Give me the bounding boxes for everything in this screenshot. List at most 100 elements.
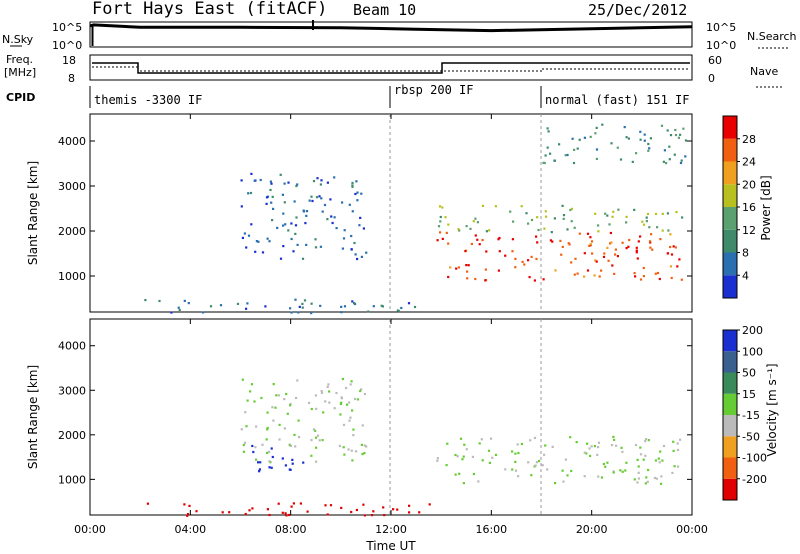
range-cell xyxy=(527,222,530,225)
range-cell xyxy=(682,127,685,130)
range-cell xyxy=(293,200,296,203)
range-cell xyxy=(642,275,645,278)
range-cell xyxy=(308,401,311,404)
range-cell xyxy=(674,246,677,249)
range-cell xyxy=(400,306,403,310)
range-cell xyxy=(245,425,248,428)
range-cell xyxy=(542,161,545,164)
range-cell xyxy=(666,252,669,255)
range-cell xyxy=(606,246,609,249)
range-cell xyxy=(675,211,678,214)
range-cell xyxy=(355,508,358,512)
range-cell xyxy=(351,181,354,185)
velocity-colorbar-tick-label: -100 xyxy=(742,452,767,465)
range-cell xyxy=(282,245,285,248)
range-cell xyxy=(177,306,180,309)
range-cell xyxy=(609,231,612,235)
range-cell xyxy=(436,459,439,462)
range-cell xyxy=(680,159,683,162)
nsky-line xyxy=(89,23,693,33)
range-cell xyxy=(648,226,651,229)
velocity-colorbar-tick-label: -50 xyxy=(742,430,760,443)
range-cell xyxy=(566,228,569,231)
range-cell xyxy=(633,272,636,275)
range-cell xyxy=(595,157,598,160)
nave-series xyxy=(92,66,690,72)
range-cell xyxy=(354,397,357,401)
range-cell xyxy=(290,237,293,241)
range-cell xyxy=(335,227,338,230)
range-cell xyxy=(530,255,533,258)
velocity-ytick-label: 2000 xyxy=(58,429,86,442)
range-cell xyxy=(291,462,294,465)
range-cell xyxy=(353,302,356,305)
range-cell xyxy=(341,201,344,204)
range-cell xyxy=(663,149,666,152)
range-cell xyxy=(591,252,594,255)
range-cell xyxy=(606,214,609,217)
power-colorbar-swatch xyxy=(723,184,737,207)
range-cell xyxy=(462,455,465,458)
range-cell xyxy=(545,215,548,218)
range-cell xyxy=(590,240,594,243)
range-cell xyxy=(341,377,344,381)
range-cell xyxy=(354,450,358,453)
range-cell xyxy=(310,302,313,305)
range-cell xyxy=(649,137,652,140)
range-cell xyxy=(359,389,362,393)
range-cell xyxy=(454,453,457,457)
range-cell xyxy=(209,305,213,308)
power-colorbar-tick-label: 8 xyxy=(742,247,749,260)
range-cell xyxy=(655,477,658,480)
range-cell xyxy=(593,274,596,277)
range-cell xyxy=(187,302,190,305)
range-cell xyxy=(186,513,190,516)
range-cell xyxy=(498,236,501,240)
range-cell xyxy=(270,201,273,204)
power-colorbar-label: Power [dB] xyxy=(759,175,773,240)
range-cell xyxy=(355,180,358,183)
range-cell xyxy=(270,447,273,450)
range-cell xyxy=(656,271,660,275)
range-cell xyxy=(635,246,638,249)
range-cell xyxy=(609,242,612,245)
range-cell xyxy=(661,212,664,215)
range-cell xyxy=(520,442,523,446)
range-cell xyxy=(319,304,322,307)
range-cell xyxy=(358,224,361,227)
range-cell xyxy=(359,216,362,219)
range-cell xyxy=(247,192,250,195)
range-cell xyxy=(647,439,650,442)
freq-tick-bottom: 8 xyxy=(68,72,75,85)
range-cell xyxy=(362,227,365,230)
range-cell xyxy=(361,424,364,427)
range-cell xyxy=(321,439,324,442)
range-cell xyxy=(637,465,640,468)
range-cell xyxy=(561,204,564,207)
range-cell xyxy=(544,444,547,447)
range-cell xyxy=(494,205,497,208)
range-cell xyxy=(278,438,281,441)
velocity-colorbar: -200 -100 -50 -15 15 50 100 200 xyxy=(722,324,767,501)
range-cell xyxy=(647,142,650,146)
nsearch-label: N.Search xyxy=(747,30,797,43)
range-cell xyxy=(491,456,494,459)
range-cell xyxy=(462,482,465,485)
cpid-segment-2: rbsp 200 IF xyxy=(394,83,473,97)
range-cell xyxy=(311,199,314,203)
range-cell xyxy=(476,238,479,241)
range-cell xyxy=(553,159,556,162)
nsearch-tick-top: 10^5 xyxy=(706,21,736,34)
range-cell xyxy=(523,263,526,266)
range-cell xyxy=(183,503,186,506)
range-cell xyxy=(590,445,593,448)
range-cell xyxy=(447,275,450,279)
range-cell xyxy=(282,224,285,227)
range-cell xyxy=(645,216,648,219)
range-cell xyxy=(254,446,257,449)
range-cell xyxy=(283,398,286,401)
range-cell xyxy=(457,228,460,231)
power-colorbar-swatch xyxy=(723,116,737,139)
range-cell xyxy=(253,400,256,403)
range-cell xyxy=(458,472,461,475)
